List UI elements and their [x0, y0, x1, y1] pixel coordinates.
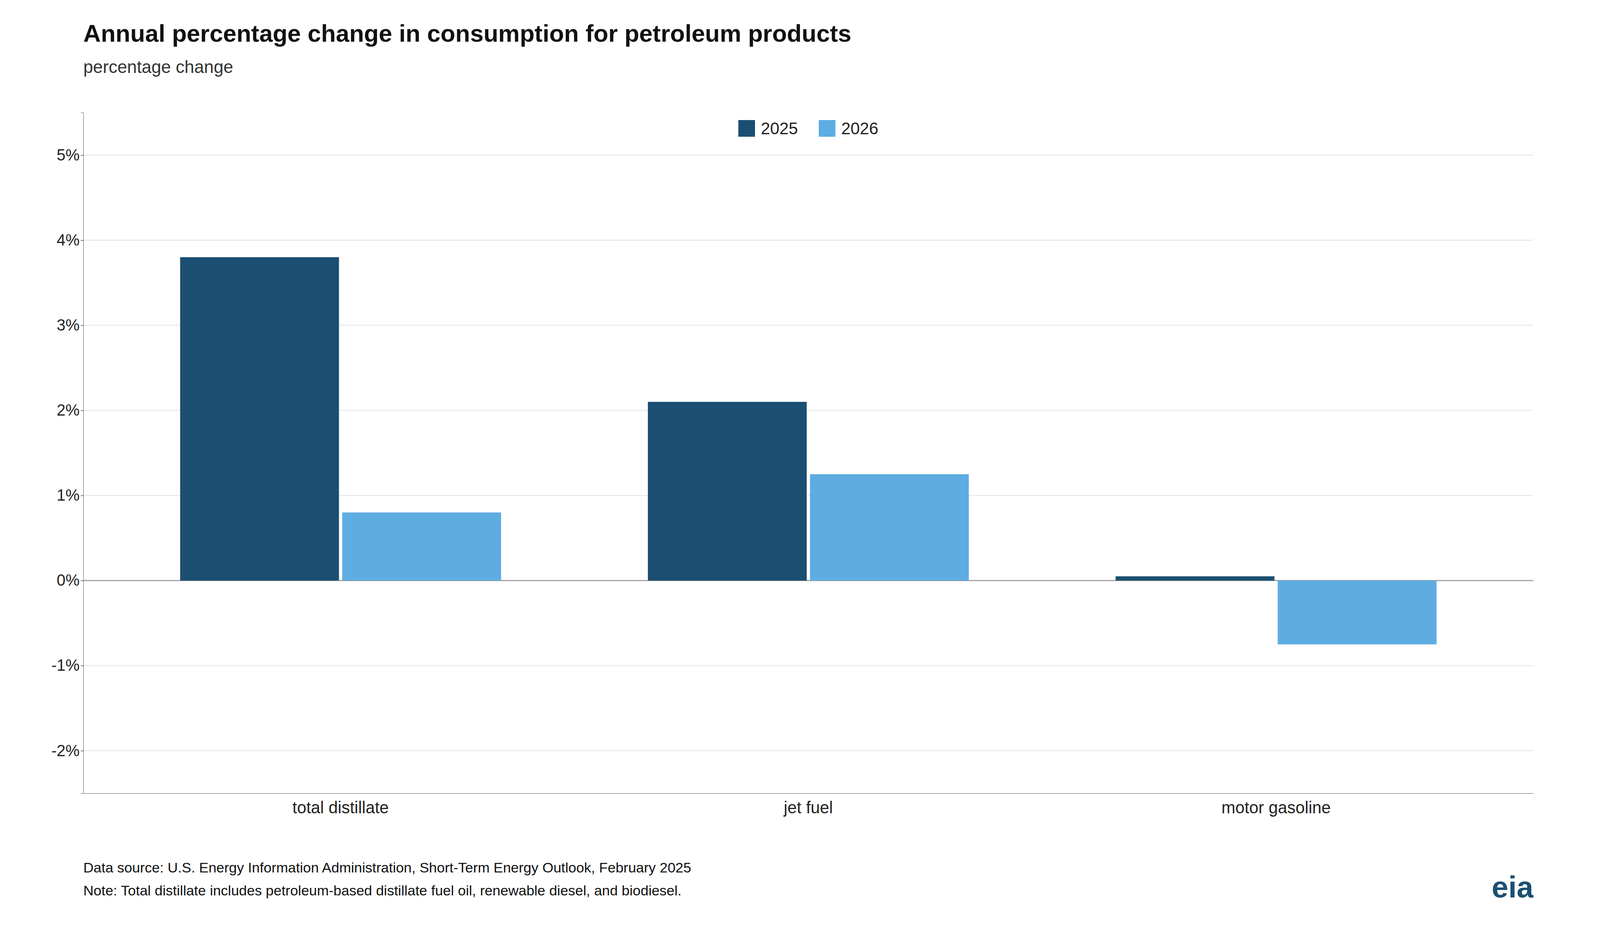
- axis-line: [80, 112, 84, 794]
- legend-item: 2026: [818, 119, 879, 138]
- legend-item: 2025: [738, 119, 798, 138]
- title: Annual percentage change in consumption …: [83, 19, 852, 47]
- annotations: Data source: U.S. Energy Information Adm…: [83, 859, 1534, 904]
- grid: [83, 155, 1534, 751]
- tick: -2%: [51, 741, 84, 760]
- tick: 5%: [56, 146, 84, 164]
- grid-line: [83, 154, 1534, 156]
- bar: [647, 401, 807, 581]
- legend-label: 2025: [760, 119, 798, 138]
- grid-line: [83, 665, 1534, 666]
- tick-label: total distillate: [292, 797, 389, 817]
- grid-line: [83, 239, 1534, 241]
- tick-label: jet fuel: [783, 797, 833, 817]
- logo-text: eia: [1491, 870, 1534, 904]
- chart: Annual percentage change in consumption …: [0, 0, 1600, 935]
- tick: -1%: [51, 656, 84, 674]
- legend-label: 2026: [841, 119, 879, 138]
- y-axis: -2% -1% 0% 1% 2% 3% 4% 5%: [51, 112, 84, 794]
- bar-series: [342, 474, 1437, 645]
- bar: [1277, 580, 1437, 645]
- tick-mark: [80, 410, 84, 411]
- tick-mark: [80, 155, 84, 156]
- tick: 1%: [56, 486, 84, 504]
- tick-label: 1%: [56, 486, 80, 504]
- tick-mark: [80, 665, 84, 666]
- tick-mark: [80, 580, 84, 581]
- bar: [180, 257, 339, 581]
- tick-mark: [80, 325, 84, 326]
- tick-label: -2%: [51, 741, 80, 760]
- bar-series: [180, 257, 1275, 581]
- legend-swatch: [818, 120, 836, 137]
- tick-label: 2%: [56, 401, 80, 419]
- bar: [1115, 575, 1275, 580]
- tick-label: motor gasoline: [1221, 797, 1331, 817]
- bars: [180, 257, 1437, 645]
- x-axis: total distillate jet fuel motor gasoline: [83, 793, 1534, 817]
- tick-mark: [80, 495, 84, 496]
- tick: 0%: [56, 571, 84, 589]
- tick-mark: [80, 240, 84, 241]
- tick: total distillate: [292, 797, 389, 817]
- tick: 2%: [56, 401, 84, 419]
- plot: -2% -1% 0% 1% 2% 3% 4% 5% total distillate jet fu…: [51, 112, 1534, 817]
- legend: 2025 2026: [738, 119, 879, 138]
- tick-label: 5%: [56, 146, 80, 164]
- footnote: Note: Total distillate includes petroleu…: [83, 882, 682, 898]
- legend-swatch: [738, 120, 755, 137]
- tick-label: -1%: [51, 656, 80, 674]
- tick: motor gasoline: [1221, 797, 1331, 817]
- tick-label: 3%: [56, 316, 80, 334]
- subtitle: percentage change: [83, 57, 234, 77]
- tick-label: 4%: [56, 231, 80, 249]
- footnote: Data source: U.S. Energy Information Adm…: [83, 859, 692, 875]
- grid-line: [83, 750, 1534, 751]
- tick-label: 0%: [56, 571, 80, 589]
- tick-mark: [80, 750, 84, 751]
- axis-line: [83, 792, 1534, 794]
- tick: jet fuel: [783, 797, 833, 817]
- tick: 4%: [56, 231, 84, 249]
- bar: [342, 512, 501, 580]
- tick: 3%: [56, 316, 84, 334]
- bar: [810, 474, 969, 581]
